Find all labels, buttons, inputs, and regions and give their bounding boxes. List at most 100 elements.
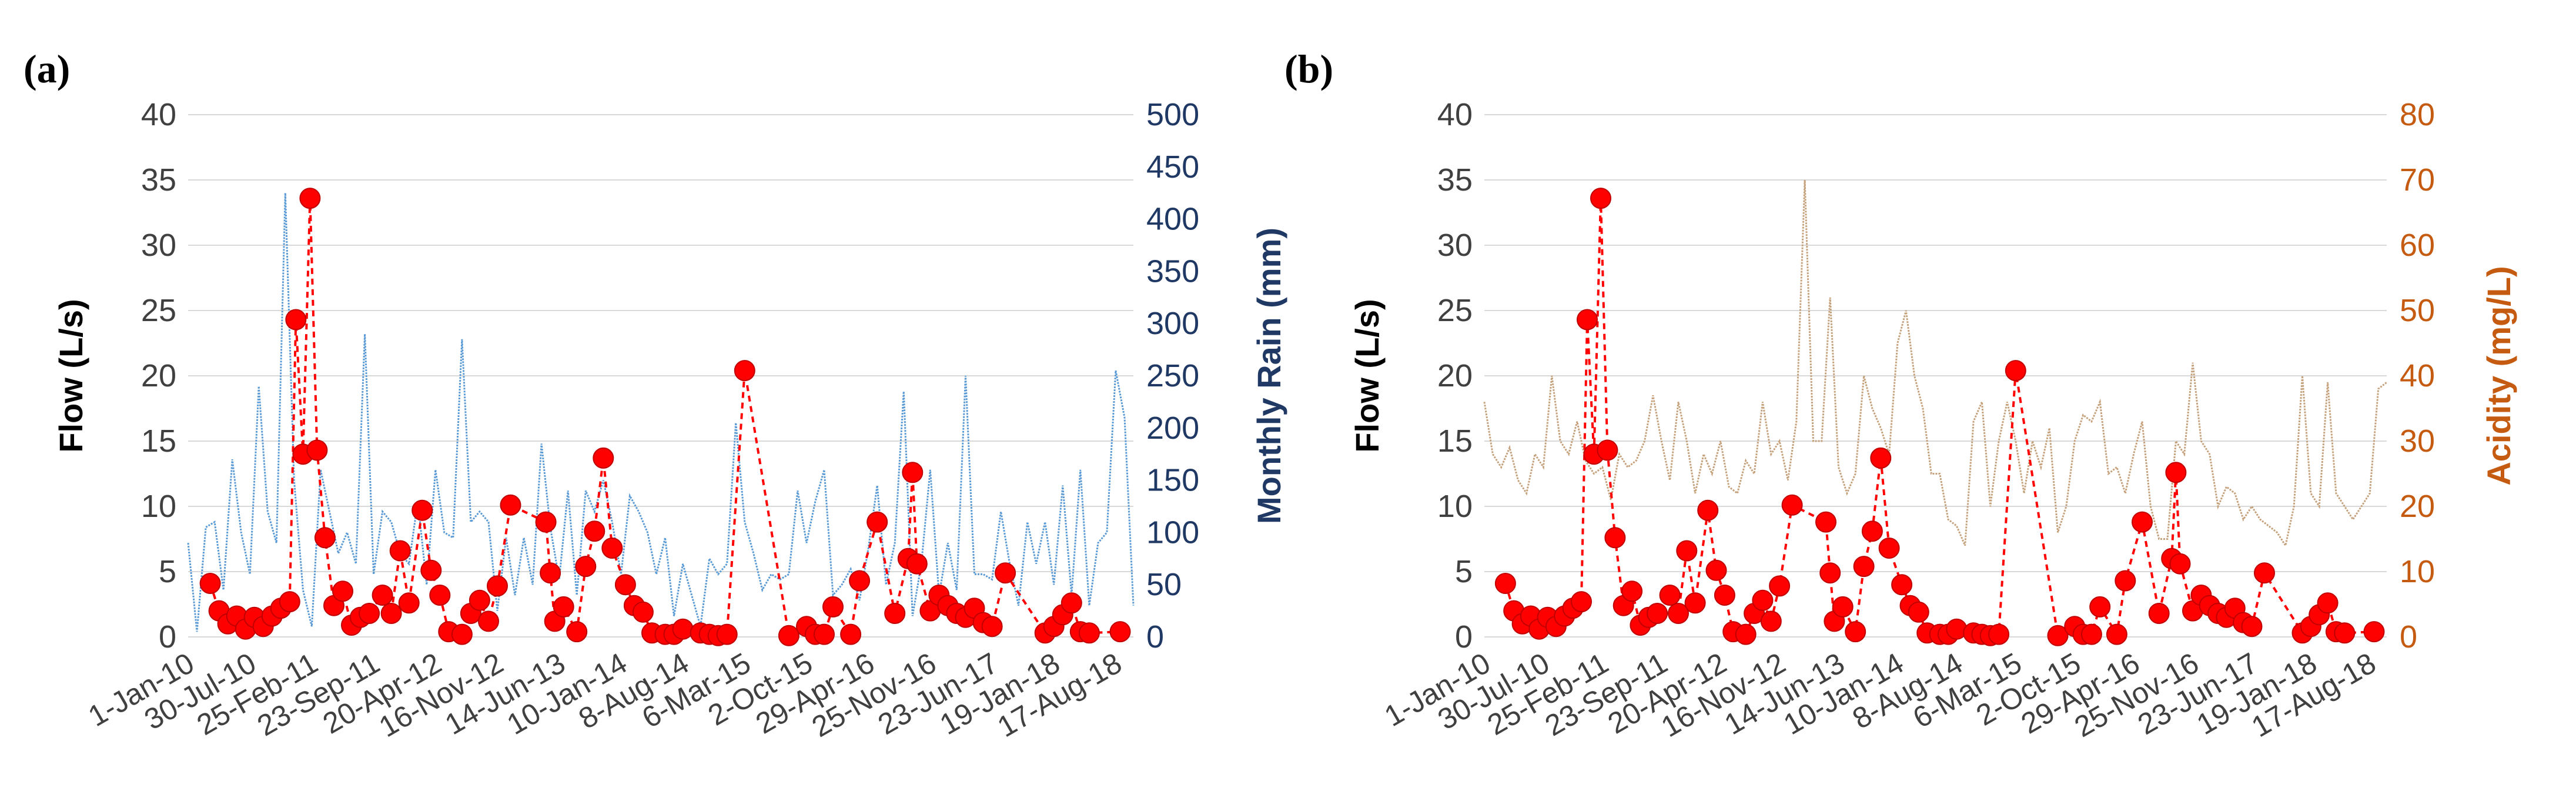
flow-point [814, 623, 835, 645]
flow-point [306, 439, 328, 461]
y-tick-label: 30 [141, 228, 176, 263]
y2-tick-label: 60 [2400, 228, 2435, 263]
y-axis-title: Flow (L/s) [1349, 299, 1386, 452]
flow-point [1494, 573, 1516, 594]
flow-point [1988, 623, 2010, 645]
series-line-flow [1504, 198, 2374, 638]
flow-point [2132, 511, 2153, 533]
flow-point [2005, 360, 2026, 382]
flow-point [593, 447, 614, 469]
flow-point [1597, 439, 1618, 461]
flow-point [1752, 589, 1774, 611]
flow-point [840, 623, 862, 645]
flow-point [279, 591, 300, 613]
y2-tick-label: 50 [1146, 567, 1182, 602]
flow-point [1819, 562, 1841, 584]
flow-point [1845, 621, 1866, 643]
flow-point [566, 621, 588, 643]
flow-point [906, 553, 928, 575]
flow-point [734, 360, 755, 382]
y-axis-title: Flow (L/s) [52, 299, 89, 452]
flow-point [981, 616, 1003, 638]
flow-point [1705, 559, 1727, 581]
y2-tick-label: 100 [1146, 515, 1199, 550]
flow-point [1891, 574, 1913, 596]
flow-point [614, 574, 636, 596]
flow-point [632, 601, 654, 623]
flow-point [420, 559, 442, 581]
flow-point [716, 623, 738, 645]
flow-point [359, 603, 380, 624]
flow-point [429, 585, 451, 606]
flow-point [2047, 625, 2069, 646]
flow-point [1060, 592, 1082, 614]
y2-tick-label: 80 [2400, 97, 2435, 132]
flow-point [1714, 585, 1735, 606]
chart-panel-b: (b)0510152025303540010203040506070801-Ja… [1284, 46, 2517, 743]
y2-tick-label: 10 [2400, 554, 2435, 589]
panel-label: (a) [24, 46, 70, 91]
flow-point [584, 520, 605, 542]
y-tick-label: 40 [141, 97, 176, 132]
flow-point [1832, 596, 1854, 618]
flow-point [285, 309, 307, 331]
y-tick-label: 15 [141, 423, 176, 459]
y2-tick-label: 50 [2400, 293, 2435, 328]
y-tick-label: 10 [1437, 489, 1473, 524]
y2-tick-label: 150 [1146, 463, 1199, 498]
y2-tick-label: 250 [1146, 358, 1199, 393]
flow-point [1735, 623, 1757, 645]
flow-point [199, 573, 221, 594]
flow-point [1078, 622, 1100, 644]
flow-point [2334, 622, 2356, 644]
flow-point [389, 540, 411, 562]
flow-point [902, 462, 924, 483]
y2-tick-label: 400 [1146, 202, 1199, 237]
y-tick-label: 20 [141, 358, 176, 393]
flow-point [540, 562, 561, 584]
flow-point [1577, 309, 1598, 331]
flow-point [1659, 585, 1681, 606]
flow-point [398, 592, 420, 614]
flow-point [314, 527, 336, 549]
flow-point [451, 623, 473, 645]
y2-tick-label: 200 [1146, 410, 1199, 446]
flow-point [2169, 553, 2191, 575]
y-tick-label: 15 [1437, 423, 1473, 459]
y2-tick-label: 30 [2400, 423, 2435, 459]
flow-point [1769, 575, 1791, 597]
y-tick-label: 40 [1437, 97, 1473, 132]
flow-point [1908, 601, 1929, 623]
flow-point [822, 596, 844, 618]
y-tick-label: 25 [141, 293, 176, 328]
y-tick-label: 10 [141, 489, 176, 524]
y-tick-label: 20 [1437, 358, 1473, 393]
flow-point [778, 625, 799, 646]
flow-point [1590, 188, 1611, 209]
flow-point [867, 511, 888, 533]
flow-point [1853, 556, 1875, 578]
flow-point [849, 570, 871, 592]
y-tick-label: 0 [159, 619, 176, 655]
flow-point [2317, 592, 2339, 614]
y2-tick-label: 450 [1146, 149, 1199, 185]
flow-point [412, 499, 433, 521]
flow-point [1684, 592, 1706, 614]
y2-tick-label: 70 [2400, 162, 2435, 198]
flow-point [1697, 499, 1719, 521]
flow-point [995, 562, 1016, 584]
flow-point [500, 494, 521, 516]
flow-point [1604, 527, 1626, 549]
flow-point [535, 511, 557, 533]
panel-label: (b) [1284, 46, 1333, 91]
flow-point [2148, 603, 2170, 624]
y-tick-label: 25 [1437, 293, 1473, 328]
flow-point [1621, 580, 1643, 602]
series-line-acidity [1483, 179, 2387, 548]
chart-panel-a: (a)0510152025303540050100150200250300350… [24, 46, 1287, 743]
y-tick-label: 35 [1437, 162, 1473, 198]
flow-point [1676, 540, 1698, 562]
y-tick-label: 5 [159, 554, 176, 589]
y2-tick-label: 300 [1146, 306, 1199, 341]
y2-tick-label: 500 [1146, 97, 1199, 132]
